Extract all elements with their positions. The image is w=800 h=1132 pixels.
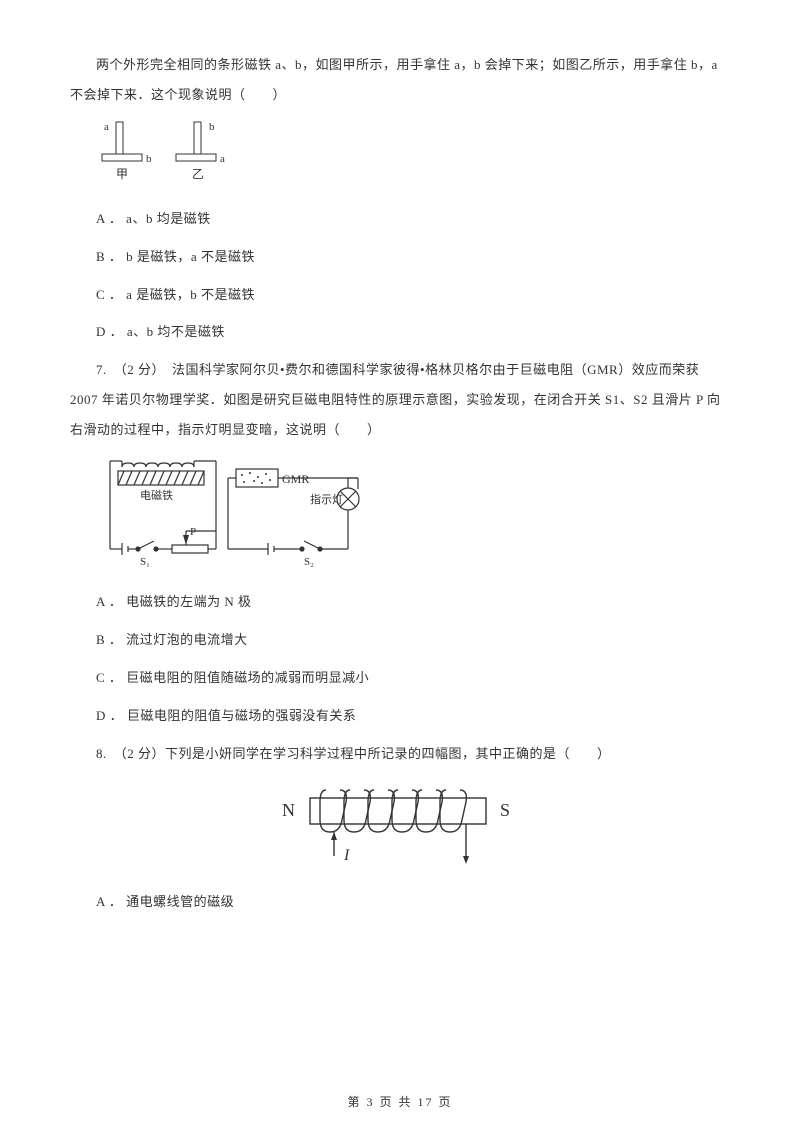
q8-option-a: A ． 通电螺线管的磁级 — [70, 887, 730, 917]
q6-intro: 两个外形完全相同的条形磁铁 a、b，如图甲所示，用手拿住 a，b 会掉下来；如图… — [70, 50, 730, 110]
q7-intro: 7. （2 分） 法国科学家阿尔贝•费尔和德国科学家彼得•格林贝格尔由于巨磁电阻… — [70, 355, 730, 445]
q7-figure: 电磁铁 S₁ — [98, 453, 730, 573]
q7-p-label: P — [190, 526, 196, 538]
q6-yi-b: b — [209, 121, 215, 133]
q7-option-a: A ． 电磁铁的左端为 N 极 — [70, 587, 730, 617]
q6-option-d: D ． a、b 均不是磁铁 — [70, 317, 730, 347]
q6-jia-a: a — [104, 121, 109, 133]
q8-figure: N I S — [70, 778, 730, 873]
q7-solenoid-label: 电磁铁 — [140, 489, 173, 502]
q8-current-label: I — [343, 847, 350, 864]
q7-option-c: C ． 巨磁电阻的阻值随磁场的减弱而明显减小 — [70, 663, 730, 693]
q7-option-b: B ． 流过灯泡的电流增大 — [70, 625, 730, 655]
q7-s2-label: S₂ — [304, 556, 314, 568]
q6-option-c: C ． a 是磁铁，b 不是磁铁 — [70, 280, 730, 310]
q7-option-d: D ． 巨磁电阻的阻值与磁场的强弱没有关系 — [70, 701, 730, 731]
q7-svg: 电磁铁 S₁ — [98, 453, 378, 573]
q6-yi-a: a — [220, 153, 225, 165]
q8-left-label: N — [282, 800, 295, 820]
q8-right-label: S — [500, 800, 510, 820]
q7-lamp-label: 指示灯 — [310, 492, 343, 506]
page-container: 两个外形完全相同的条形磁铁 a、b，如图甲所示，用手拿住 a，b 会掉下来；如图… — [0, 0, 800, 1132]
q8-intro: 8. （2 分）下列是小妍同学在学习科学过程中所记录的四幅图，其中正确的是（ ） — [70, 739, 730, 769]
q6-yi-caption: 乙 — [192, 167, 204, 181]
q8-svg: N I S — [270, 778, 530, 868]
q7-gmr-label: GMR — [282, 472, 309, 486]
q6-option-b: B ． b 是磁铁，a 不是磁铁 — [70, 242, 730, 272]
q6-figure: a b 甲 b a 乙 — [98, 118, 730, 190]
q6-svg: a b 甲 b a 乙 — [98, 118, 248, 190]
q6-jia-b: b — [146, 153, 152, 165]
q6-option-a: A ． a、b 均是磁铁 — [70, 204, 730, 234]
q6-jia-caption: 甲 — [116, 167, 128, 181]
page-footer: 第 3 页 共 17 页 — [0, 1093, 800, 1110]
q7-s1-label: S₁ — [140, 556, 150, 568]
